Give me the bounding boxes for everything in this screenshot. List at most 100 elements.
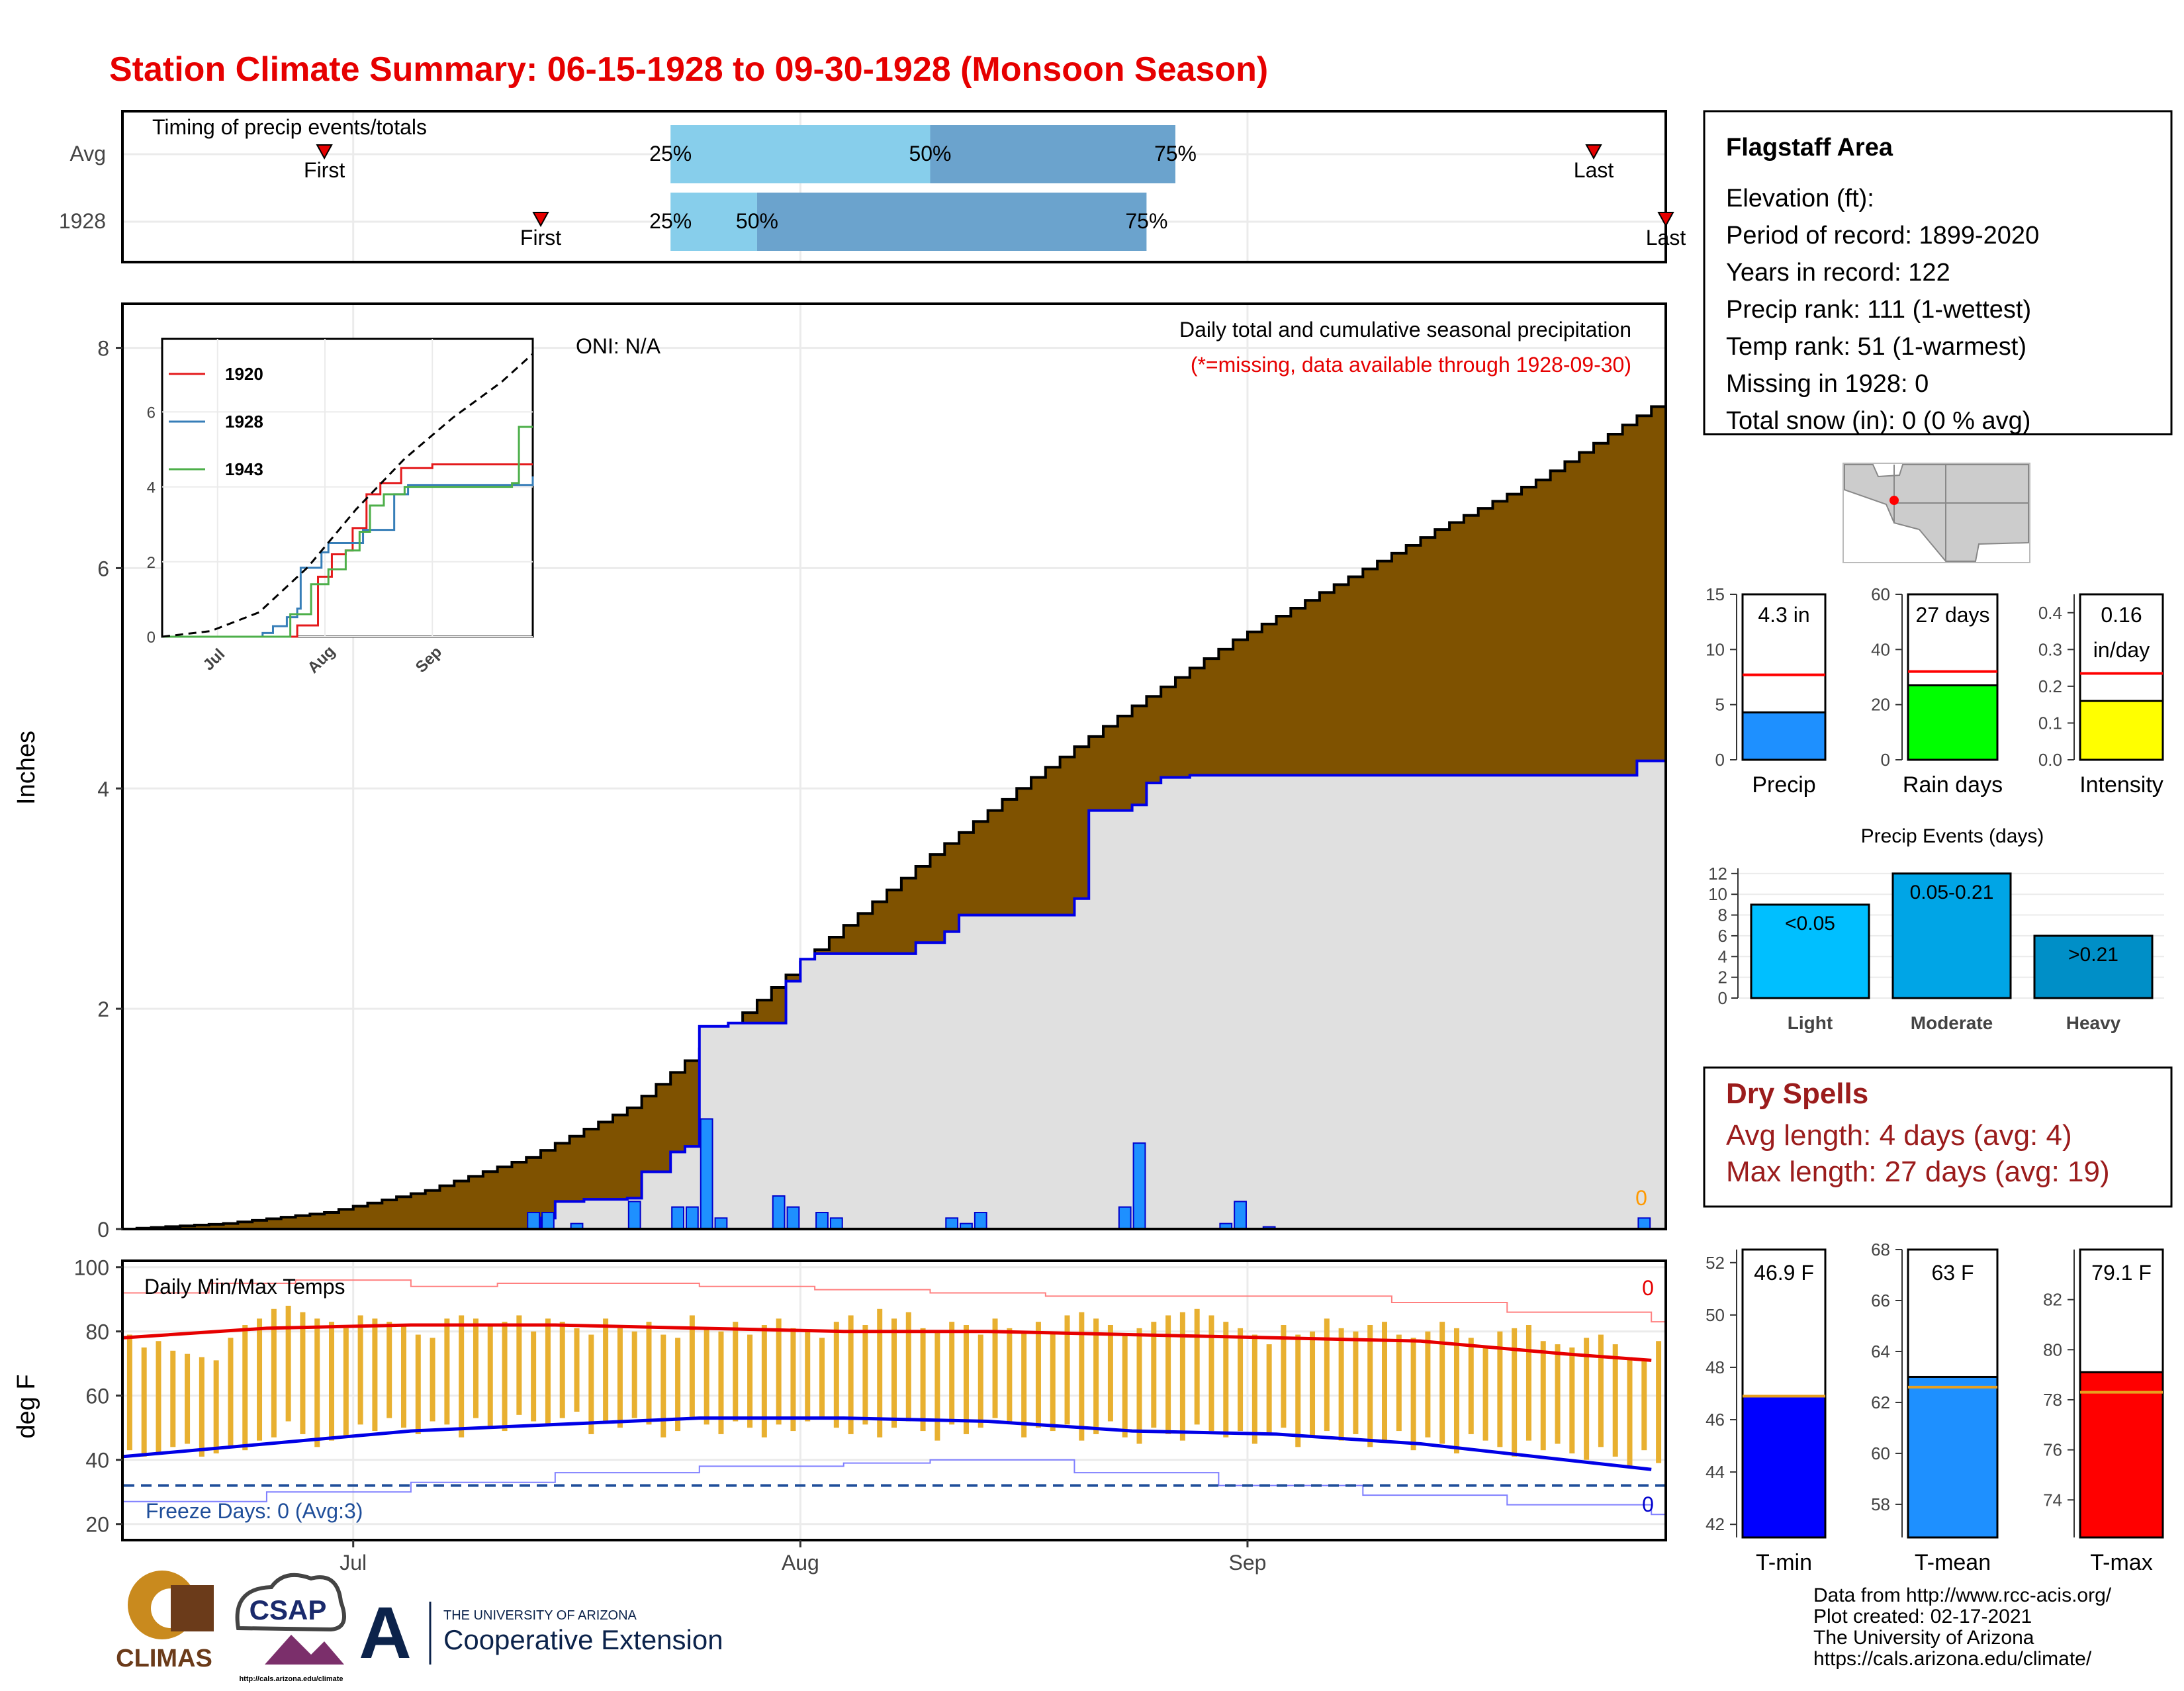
temp-range-bar-55 xyxy=(920,1328,926,1432)
temp-range-bar-96 xyxy=(1512,1328,1518,1457)
temp-summary-tick-label-0-1: 44 xyxy=(1706,1462,1725,1482)
temp-range-bar-101 xyxy=(1584,1338,1590,1460)
summary-bar-2 xyxy=(2079,700,2164,761)
temp-range-bar-40 xyxy=(704,1328,709,1425)
temp-range-bar-87 xyxy=(1382,1322,1388,1441)
station-frame xyxy=(1703,110,2173,435)
temp-summary-tick-label-1-2: 62 xyxy=(1871,1393,1890,1412)
precip-ytick-label-2: 4 xyxy=(97,777,109,801)
daily-precip-bar-20 xyxy=(1637,1217,1651,1230)
timing-last-label-0: Last xyxy=(1574,158,1614,182)
summary-tick-label-0-3: 15 xyxy=(1706,584,1725,604)
ua-logo: A THE UNIVERSITY OF ARIZONA Cooperative … xyxy=(359,1592,723,1674)
summary-tick-label-2-0: 0.0 xyxy=(2038,750,2062,770)
x-tick-label-2: Sep xyxy=(1228,1551,1266,1575)
summary-bar-1 xyxy=(1907,684,1999,761)
temp-summary-tick-label-1-0: 58 xyxy=(1871,1494,1890,1514)
temp-summary-name-0: T-min xyxy=(1756,1550,1812,1575)
inset-ytick-label-3: 6 xyxy=(147,404,156,422)
summary-value-label-2: 0.16 xyxy=(2101,603,2142,627)
temp-range-bar-60 xyxy=(992,1318,998,1418)
daily-precip-bar-18 xyxy=(1234,1201,1247,1230)
dry-title: Dry Spells xyxy=(1726,1077,1868,1110)
temp-range-bar-32 xyxy=(588,1334,594,1434)
timing-p75-label-1: 75% xyxy=(1125,209,1167,233)
inset-ytick-label-0: 0 xyxy=(147,629,156,647)
summary-tick-label-0-0: 0 xyxy=(1715,750,1725,770)
temp-ytick-label-0: 20 xyxy=(85,1513,109,1537)
temp-panel: 20 40 60 80 100 deg F Daily Min/Max Temps Fr… xyxy=(13,1256,1667,1575)
temp-range-bar-92 xyxy=(1453,1328,1459,1454)
oni-label: ONI: N/A xyxy=(576,334,661,358)
events-category-2: Heavy xyxy=(2066,1013,2121,1033)
temp-range-bar-53 xyxy=(891,1318,897,1428)
events-tick-label-2: 4 xyxy=(1718,946,1727,966)
summary-tick-label-1-0: 0 xyxy=(1881,750,1890,770)
timing-bar-q1-1 xyxy=(670,193,757,251)
events-tick-label-4: 8 xyxy=(1718,905,1727,925)
csap-url: http://cals.arizona.edu/climate xyxy=(239,1675,343,1683)
temp-range-bar-59 xyxy=(978,1334,983,1428)
precip-ytick-label-0: 0 xyxy=(97,1218,109,1242)
temp-range-bar-65 xyxy=(1064,1315,1070,1425)
min-count: 0 xyxy=(1642,1492,1654,1516)
temp-range-bar-36 xyxy=(646,1322,652,1425)
temp-range-bar-81 xyxy=(1295,1334,1301,1447)
daily-precip-bar-3 xyxy=(627,1201,641,1230)
inset-legend-label-1: 1928 xyxy=(225,412,263,432)
temp-range-bar-94 xyxy=(1482,1347,1488,1441)
temp-summary-name-1: T-mean xyxy=(1915,1550,1991,1575)
temp-range-bar-16 xyxy=(357,1315,363,1425)
precip-caption: Daily total and cumulative seasonal prec… xyxy=(1179,318,1631,342)
temp-summary-tick-label-0-3: 48 xyxy=(1706,1357,1725,1377)
events-tick-label-6: 12 xyxy=(1708,864,1727,884)
temp-range-bar-24 xyxy=(473,1318,478,1418)
dry-spells-box: Dry Spells Avg length: 4 days (avg: 4) M… xyxy=(1703,1066,2173,1208)
summary-value-label-0: 4.3 in xyxy=(1758,603,1809,627)
events-bar-0 xyxy=(1750,903,1870,999)
cloud-icon xyxy=(235,1573,346,1632)
temp-range-bar-105 xyxy=(1641,1360,1647,1451)
temp-range-bar-14 xyxy=(329,1322,335,1441)
x-tick-label-0: Jul xyxy=(340,1551,367,1575)
temp-range-bar-85 xyxy=(1353,1331,1359,1434)
temp-range-bar-89 xyxy=(1410,1338,1416,1451)
temp-range-bar-82 xyxy=(1310,1331,1316,1438)
timing-label: Timing of precip events/totals xyxy=(152,115,427,139)
temp-range-bar-93 xyxy=(1468,1338,1474,1434)
station-location-dot xyxy=(1889,496,1899,505)
events-bar-label-0: <0.05 xyxy=(1785,913,1835,935)
station-snow: Total snow (in): 0 (0 % avg) xyxy=(1726,407,2030,435)
csap-logo-text: CSAP xyxy=(250,1594,327,1625)
year-cumulative-area xyxy=(122,757,1666,1229)
temp-range-bar-47 xyxy=(805,1331,811,1422)
temp-range-bar-48 xyxy=(819,1338,825,1418)
temp-range-bar-23 xyxy=(459,1315,465,1438)
temp-range-bar-79 xyxy=(1266,1344,1272,1434)
temp-range-bar-57 xyxy=(949,1322,955,1425)
daily-precip-bar-14 xyxy=(974,1212,987,1230)
temp-range-bar-62 xyxy=(1021,1331,1027,1438)
temp-range-bar-98 xyxy=(1540,1341,1546,1451)
summary-value-label-1: 27 days xyxy=(1915,603,1989,627)
freeze-days: Freeze Days: 0 (Avg:3) xyxy=(146,1499,363,1523)
temp-range-bar-69 xyxy=(1122,1334,1128,1438)
temp-summary-tick-label-2-4: 82 xyxy=(2043,1290,2062,1310)
summary-tick-label-2-2: 0.2 xyxy=(2038,676,2062,696)
climas-block-icon xyxy=(171,1585,214,1631)
station-years: Years in record: 122 xyxy=(1726,259,1950,287)
footer-line-3: The University of Arizona xyxy=(1813,1627,2034,1649)
inset-ytick-label-1: 2 xyxy=(147,554,156,572)
map-borders xyxy=(1893,465,2028,561)
timing-row-avg: Avg xyxy=(69,142,106,165)
temp-ytick-label-4: 100 xyxy=(74,1256,109,1280)
temp-summary-value-1: 63 F xyxy=(1931,1261,1974,1285)
temp-range-bar-28 xyxy=(531,1331,537,1422)
timing-last-marker-icon-0 xyxy=(1585,144,1602,160)
precip-ytick-label-4: 8 xyxy=(97,337,109,361)
temp-summary-tick-label-0-5: 52 xyxy=(1706,1253,1725,1273)
csap-logo: CSAP http://cals.arizona.edu/climate xyxy=(235,1573,346,1683)
precip-ylabel: Inches xyxy=(13,731,40,805)
temp-summary-bar-2 xyxy=(2079,1371,2164,1539)
footer: Data from http://www.rcc-acis.org/ Plot … xyxy=(116,1571,2112,1683)
